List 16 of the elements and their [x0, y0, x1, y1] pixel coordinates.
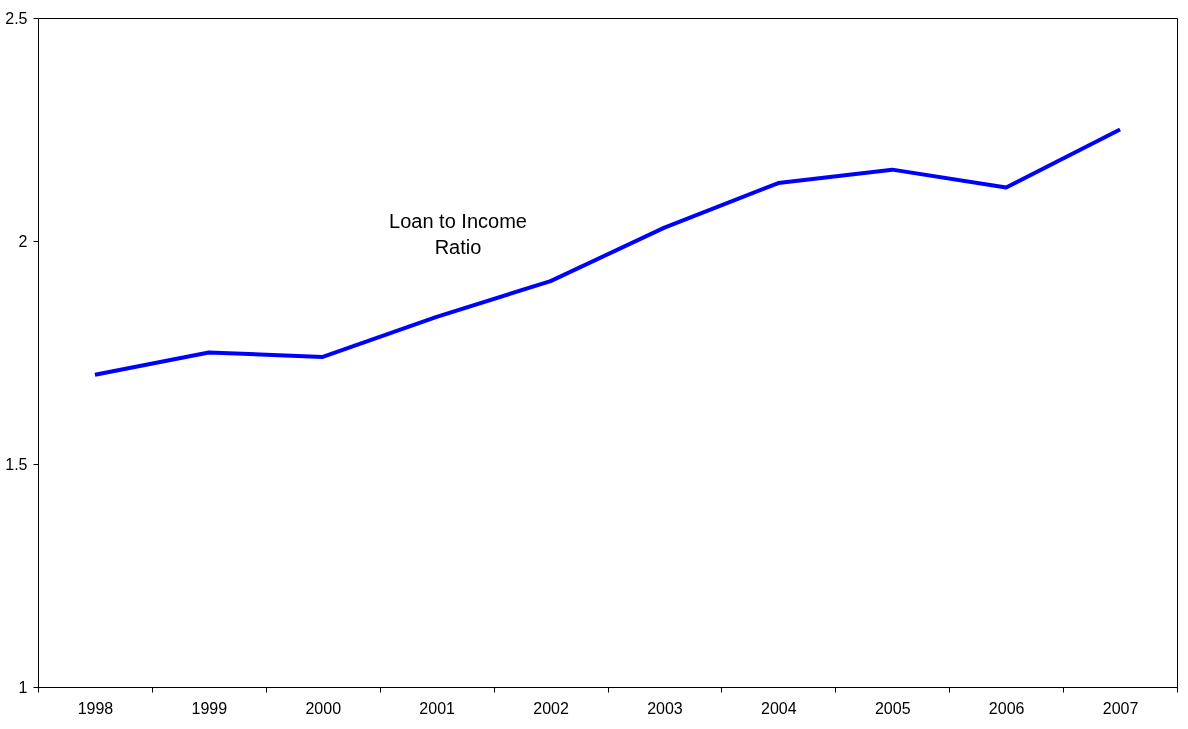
x-tick-label: 2001: [419, 699, 456, 717]
line-series: [92, 127, 1123, 377]
x-tick-label: 2005: [874, 699, 911, 717]
x-tick-label: 2006: [988, 699, 1025, 717]
y-tick-label: 2.5: [5, 9, 28, 27]
series-label: Loan to Income Ratio: [389, 210, 527, 258]
x-tick-label: 1999: [191, 699, 228, 717]
y-tick-label: 1.5: [5, 455, 28, 473]
x-tick-label: 2003: [647, 699, 683, 717]
y-tick-label: 1: [18, 678, 28, 696]
x-tick-label: 2004: [761, 699, 797, 717]
y-tick-label: 2: [18, 232, 28, 250]
x-tick-label: 2000: [305, 699, 342, 717]
x-tick-label: 2002: [533, 699, 569, 717]
x-tick-label: 1998: [77, 699, 114, 717]
x-tick-label: 2007: [1102, 699, 1139, 717]
